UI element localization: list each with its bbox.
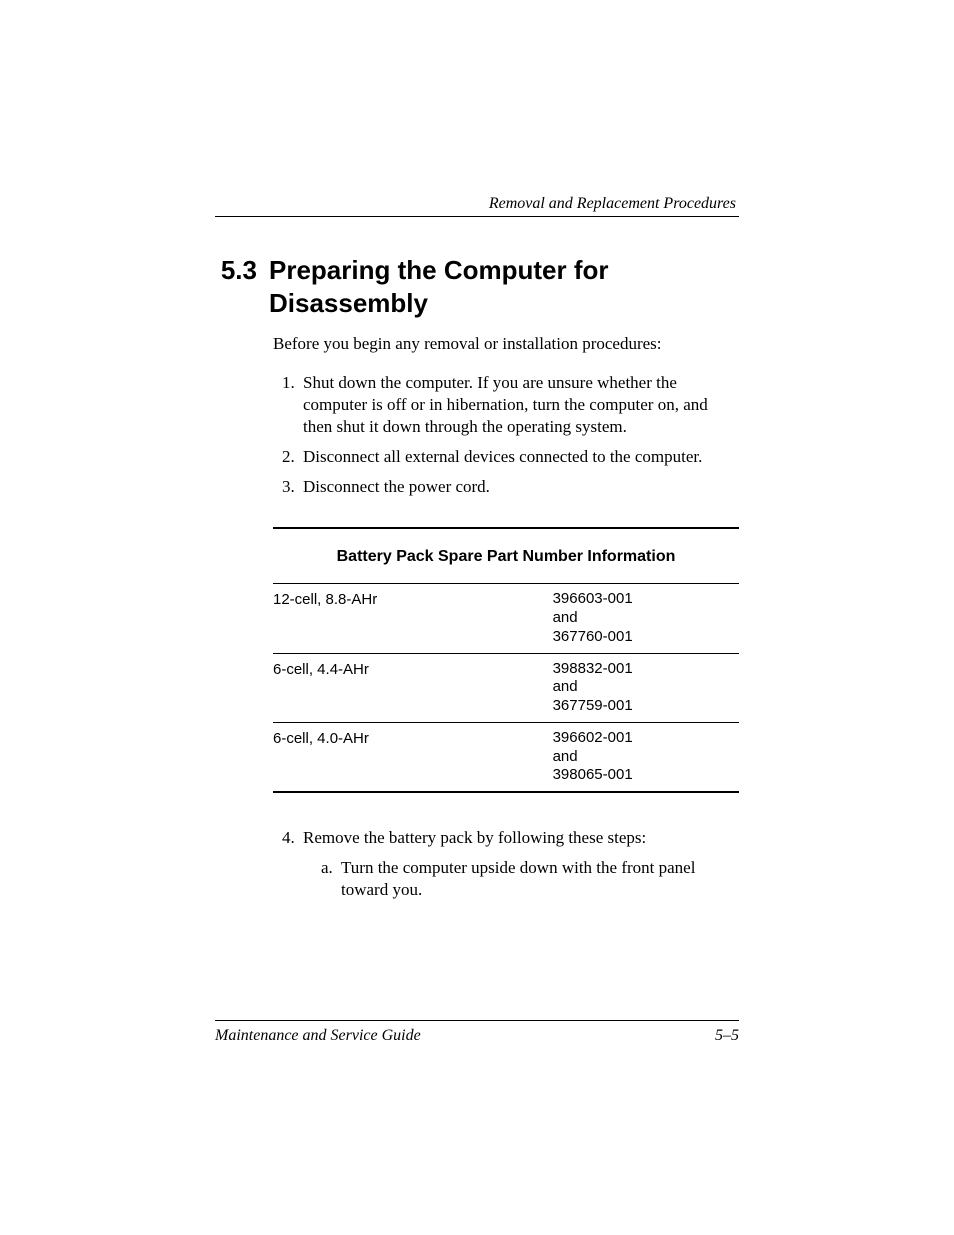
section-heading: 5.3 Preparing the Computer for Disassemb… (215, 254, 739, 319)
footer-left: Maintenance and Service Guide (215, 1027, 421, 1045)
section-title: Preparing the Computer for Disassembly (269, 254, 739, 319)
part-description: 6-cell, 4.4-AHr (273, 653, 553, 722)
page-footer: Maintenance and Service Guide 5–5 (215, 1020, 739, 1045)
document-page: Removal and Replacement Procedures 5.3 P… (0, 0, 954, 1235)
part-numbers: 396603-001and367760-001 (553, 584, 739, 653)
part-description: 6-cell, 4.0-AHr (273, 722, 553, 791)
section-number: 5.3 (215, 254, 269, 319)
table-row: 12-cell, 8.8-AHr396603-001and367760-001 (273, 584, 739, 653)
procedure-list-continued: Remove the battery pack by following the… (273, 827, 739, 901)
header-rule (215, 216, 739, 217)
procedure-step: Disconnect the power cord. (299, 476, 739, 498)
part-numbers: 396602-001and398065-001 (553, 722, 739, 791)
table-row: 6-cell, 4.0-AHr396602-001and398065-001 (273, 722, 739, 791)
intro-text: Before you begin any removal or installa… (273, 333, 739, 355)
table-row: 6-cell, 4.4-AHr398832-001and367759-001 (273, 653, 739, 722)
body-content: Before you begin any removal or installa… (273, 333, 739, 901)
procedure-step: Disconnect all external devices connecte… (299, 446, 739, 468)
running-header: Removal and Replacement Procedures (489, 195, 736, 213)
parts-table: 12-cell, 8.8-AHr396603-001and367760-0016… (273, 583, 739, 791)
part-description: 12-cell, 8.8-AHr (273, 584, 553, 653)
part-numbers: 398832-001and367759-001 (553, 653, 739, 722)
procedure-list-first: Shut down the computer. If you are unsur… (273, 372, 739, 498)
sub-step-list: Turn the computer upside down with the f… (303, 857, 739, 901)
table-title: Battery Pack Spare Part Number Informati… (273, 529, 739, 584)
footer-right: 5–5 (715, 1027, 739, 1045)
parts-table-wrap: Battery Pack Spare Part Number Informati… (273, 527, 739, 794)
sub-step: Turn the computer upside down with the f… (337, 857, 739, 901)
table-bottom-rule (273, 791, 739, 793)
procedure-step: Remove the battery pack by following the… (299, 827, 739, 901)
procedure-step: Shut down the computer. If you are unsur… (299, 372, 739, 438)
footer-rule (215, 1020, 739, 1021)
